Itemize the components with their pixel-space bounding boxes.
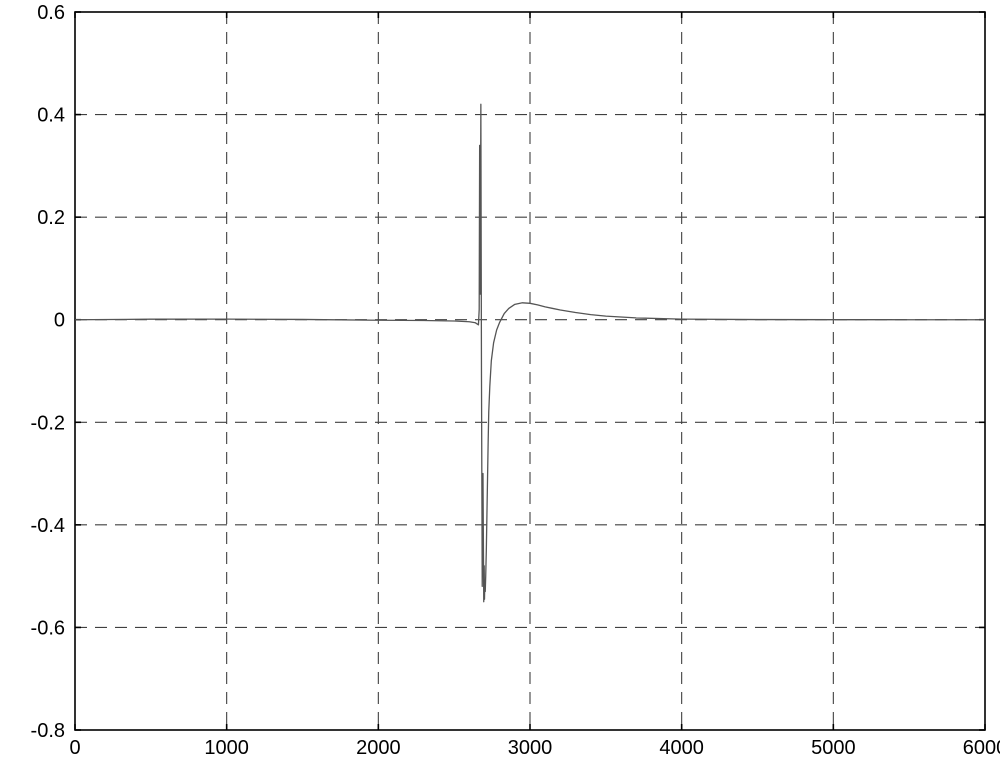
y-tick-label: 0 [54,310,65,332]
line-chart: 0 1000 2000 3000 4000 5000 6000 -0.8 -0.6 -0.4 -0.… [0,0,1000,770]
y-tick-label: 0.4 [37,105,65,127]
y-tick-label: -0.4 [31,515,65,537]
x-tick-label: 1000 [204,737,249,759]
x-tick-label: 3000 [508,737,553,759]
y-tick-label: -0.2 [31,412,65,434]
chart-svg: 0 1000 2000 3000 4000 5000 6000 -0.8 -0.6 -0.4 -0.… [0,0,1000,770]
y-tick-label: 0.2 [37,207,65,229]
y-tick-label: -0.6 [31,617,65,639]
x-tick-label: 2000 [356,737,401,759]
x-tick-label: 0 [69,737,80,759]
y-tick-label: -0.8 [31,720,65,742]
x-tick-label: 6000 [963,737,1000,759]
x-tick-label: 5000 [811,737,856,759]
x-tick-label: 4000 [659,737,704,759]
y-tick-label: 0.6 [37,2,65,24]
